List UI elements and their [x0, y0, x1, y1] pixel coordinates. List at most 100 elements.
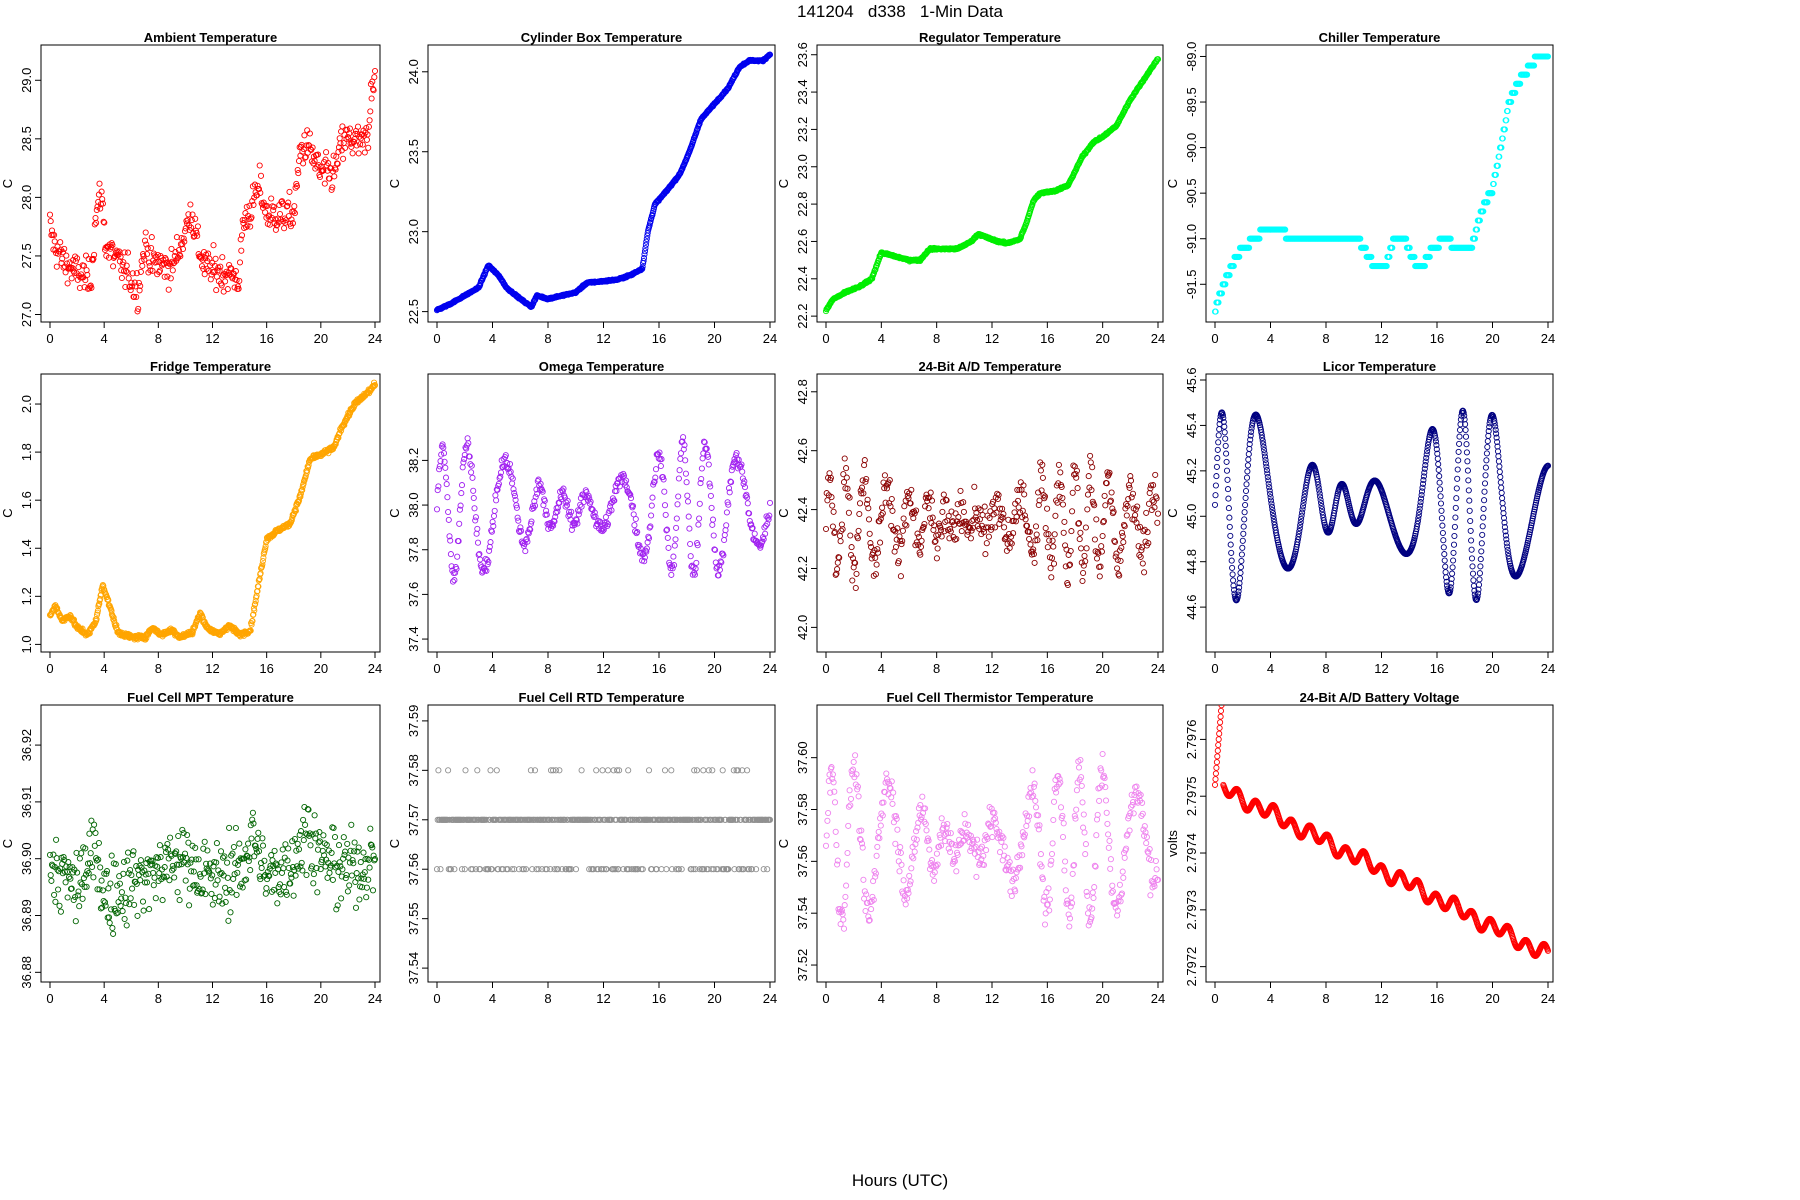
data-point	[252, 600, 259, 607]
data-point	[1480, 208, 1487, 215]
data-point	[149, 267, 156, 274]
data-point	[1154, 510, 1162, 517]
data-point	[486, 547, 493, 554]
data-point	[1261, 446, 1268, 454]
data-point	[460, 459, 467, 466]
data-point	[1212, 482, 1219, 489]
data-point	[1010, 530, 1017, 537]
x-tick-label: 12	[596, 331, 610, 346]
data-point	[286, 188, 293, 195]
data-point	[528, 518, 535, 525]
data-point	[651, 478, 658, 485]
data-point	[575, 511, 582, 518]
data-point	[492, 492, 499, 499]
data-point	[1431, 432, 1439, 439]
data-point	[1265, 477, 1272, 484]
data-point	[681, 442, 688, 449]
data-point	[1152, 471, 1159, 478]
data-point	[362, 129, 369, 136]
data-point	[250, 605, 257, 612]
data-point	[1470, 577, 1477, 584]
data-point	[656, 449, 663, 456]
series-points	[433, 434, 774, 585]
data-point	[64, 280, 71, 287]
data-point	[670, 553, 677, 560]
data-point	[455, 538, 462, 545]
data-point	[1503, 540, 1510, 547]
data-point	[1238, 551, 1245, 558]
data-point	[830, 508, 837, 515]
data-point	[1443, 574, 1450, 581]
data-point	[895, 558, 902, 565]
data-point	[1479, 523, 1486, 530]
data-point	[958, 528, 965, 535]
data-point	[1039, 474, 1046, 481]
data-point	[1268, 503, 1276, 510]
data-point	[1117, 557, 1124, 564]
y-tick-label: 27.5	[19, 243, 34, 268]
data-point	[1111, 537, 1118, 544]
data-point	[1030, 551, 1037, 558]
data-point	[1074, 485, 1081, 492]
data-point	[1220, 418, 1227, 425]
data-point	[749, 524, 756, 532]
data-point	[1230, 263, 1237, 270]
data-point	[621, 479, 628, 486]
data-point	[989, 498, 997, 505]
data-point	[1225, 495, 1232, 502]
data-point	[892, 528, 899, 535]
data-point	[513, 502, 520, 509]
data-point	[608, 507, 615, 514]
data-point	[962, 522, 969, 529]
data-point	[257, 172, 265, 179]
x-tick-label: 0	[433, 661, 440, 676]
data-point	[249, 617, 256, 625]
data-point	[540, 502, 547, 509]
data-point	[996, 505, 1004, 512]
data-point	[686, 525, 693, 532]
data-point	[712, 546, 719, 554]
data-point	[932, 538, 939, 545]
data-point	[74, 255, 81, 262]
data-point	[698, 475, 705, 483]
data-point	[1455, 457, 1462, 464]
data-point	[1242, 501, 1249, 509]
data-point	[603, 519, 610, 526]
data-point	[59, 255, 66, 262]
data-point	[832, 571, 839, 578]
data-point	[1264, 473, 1271, 481]
data-point	[177, 253, 184, 260]
data-point	[361, 149, 368, 156]
data-point	[1118, 529, 1126, 536]
y-tick-label: 45.2	[1184, 458, 1199, 483]
y-tick-label: 28.0	[19, 185, 34, 210]
data-point	[1129, 490, 1137, 497]
data-point	[442, 464, 449, 471]
x-tick-label: 4	[1267, 661, 1274, 676]
data-point	[682, 470, 689, 477]
data-point	[300, 160, 307, 167]
y-tick-label: 23.4	[795, 79, 810, 104]
data-point	[559, 488, 566, 495]
y-tick-label: -89.0	[1184, 42, 1199, 72]
data-point	[330, 152, 337, 159]
data-point	[238, 232, 246, 239]
data-point	[487, 539, 494, 546]
data-point	[212, 255, 219, 262]
data-point	[1243, 481, 1250, 488]
data-point	[490, 523, 497, 530]
data-point	[892, 543, 900, 551]
x-tick-label: 20	[1485, 331, 1499, 346]
data-point	[994, 495, 1001, 503]
data-point	[113, 621, 120, 629]
data-point	[470, 487, 477, 494]
data-point	[1244, 468, 1251, 475]
data-point	[572, 516, 580, 523]
data-point	[917, 551, 924, 558]
data-point	[725, 485, 733, 492]
data-point	[525, 530, 532, 537]
data-point	[1438, 515, 1445, 522]
data-point	[124, 249, 132, 256]
data-point	[256, 162, 263, 169]
data-point	[292, 507, 299, 514]
